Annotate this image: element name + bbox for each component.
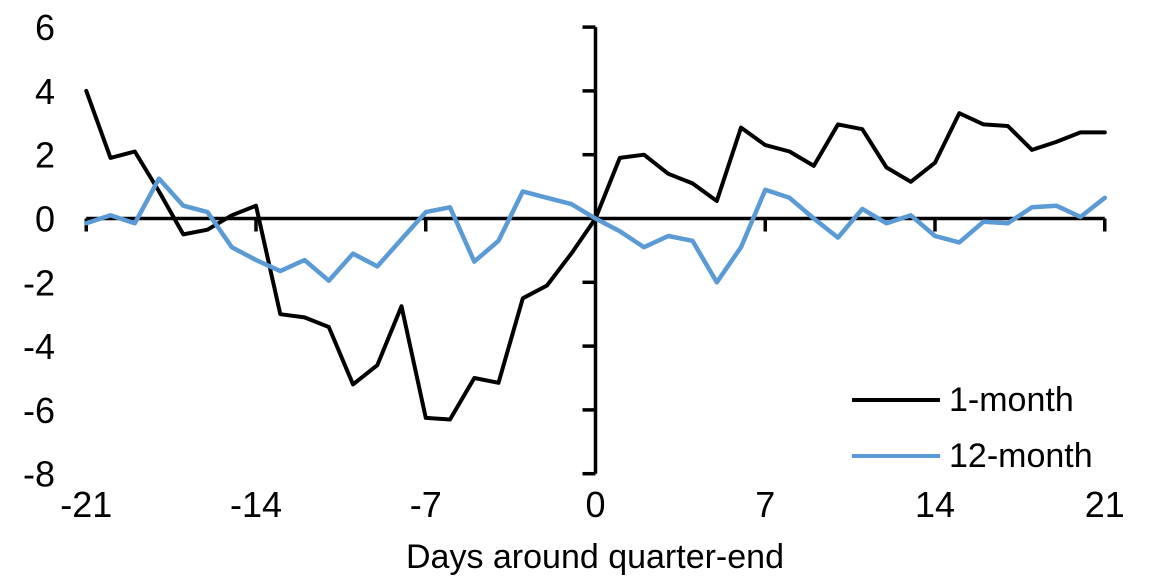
y-tick-label: 4	[35, 71, 55, 112]
y-tick-label: 2	[35, 135, 55, 176]
x-tick-label: -14	[230, 484, 282, 525]
legend: 1-month 12-month	[852, 380, 1093, 476]
x-tick-label: -21	[60, 484, 112, 525]
y-tick-label: -8	[23, 454, 55, 495]
legend-label-1-month: 1-month	[949, 381, 1074, 419]
legend-item-12-month: 12-month	[852, 436, 1093, 476]
series-line-12-month	[84, 176, 1108, 285]
x-tick-label: 21	[1085, 484, 1125, 525]
x-tick-label: 0	[585, 484, 605, 525]
x-axis-title: Days around quarter-end	[405, 538, 784, 576]
legend-line-swatch-1-month	[852, 398, 940, 402]
legend-label-12-month: 12-month	[949, 437, 1093, 475]
legend-item-1-month: 1-month	[852, 380, 1093, 420]
x-tick-label: 7	[755, 484, 775, 525]
y-tick-label: -2	[23, 262, 55, 303]
y-tick-label: 0	[35, 199, 55, 240]
x-tick-label: 14	[915, 484, 955, 525]
legend-line-swatch-12-month	[852, 454, 940, 458]
y-tick-label: -4	[23, 326, 55, 367]
y-tick-label: 6	[35, 7, 55, 48]
x-tick-label: -7	[410, 484, 442, 525]
y-tick-label: -6	[23, 390, 55, 431]
